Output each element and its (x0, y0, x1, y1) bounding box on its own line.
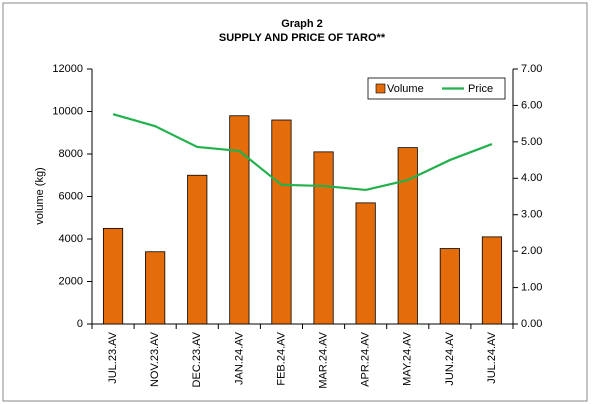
bar (397, 147, 418, 325)
bar (102, 227, 124, 325)
legend-label: Price (468, 83, 493, 95)
bar (481, 236, 503, 325)
x-tick-label: NOV.23.AV (149, 331, 161, 387)
x-tick-label: JUL.23.AV (107, 331, 119, 383)
chart-title: Graph 2 (281, 18, 323, 30)
x-tick-label: DEC.23.AV (191, 331, 203, 387)
y-tick-label: 4000 (59, 233, 83, 245)
y2-tick-label: 4.00 (521, 172, 542, 184)
x-tick-label: MAR.24.AV (317, 331, 329, 388)
legend-label: Volume (387, 83, 424, 95)
x-tick-label: JUL.24.AV (486, 331, 498, 383)
bar (187, 174, 208, 325)
y-tick-label: 0 (77, 318, 83, 330)
x-tick-label: APR.24.AV (360, 331, 372, 386)
chart-frame (2, 2, 588, 402)
y2-tick-label: 2.00 (521, 245, 542, 257)
bar (271, 119, 292, 325)
y-axis-label: volume (kg) (34, 167, 46, 224)
y-tick-label: 10000 (52, 105, 83, 117)
bar (145, 251, 166, 325)
legend-box (367, 77, 506, 100)
bar (229, 115, 250, 325)
chart-subtitle: SUPPLY AND PRICE OF TARO** (219, 32, 386, 44)
bar (355, 202, 376, 325)
price-line (112, 113, 493, 192)
legend-swatch (375, 83, 386, 94)
y-tick-label: 12000 (52, 63, 83, 75)
bar (439, 248, 460, 325)
y-tick-label: 6000 (59, 190, 83, 202)
y2-tick-label: 7.00 (521, 63, 542, 75)
x-tick-label: JAN.24.AV (233, 331, 245, 385)
y2-tick-label: 0.00 (521, 318, 542, 330)
x-tick-label: FEB.24.AV (275, 331, 287, 385)
y-tick-label: 8000 (59, 148, 83, 160)
x-tick-label: MAY.24.AV (402, 331, 414, 385)
y2-tick-label: 5.00 (521, 136, 542, 148)
y2-tick-label: 6.00 (521, 99, 542, 111)
y-tick-label: 2000 (59, 275, 83, 287)
bar (313, 151, 334, 325)
x-tick-label: JUN.24.AV (444, 331, 456, 385)
y2-tick-label: 1.00 (521, 281, 542, 293)
y2-tick-label: 3.00 (521, 209, 542, 221)
